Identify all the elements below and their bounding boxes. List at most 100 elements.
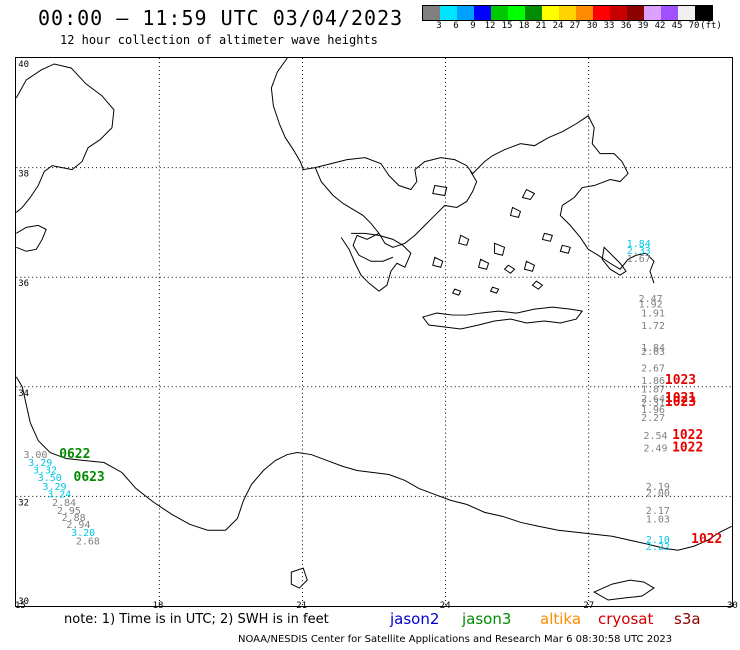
legend-swatch [440,6,457,20]
swh-observation: 2.22 [646,542,670,553]
legend-swatch [644,6,661,20]
swh-observation: 2.94 [66,520,90,531]
pass-time-label: 1023 [665,395,696,410]
longitude-label: 27 [583,601,595,611]
swh-observation: 3.20 [71,528,95,539]
legend-label: 21 [535,21,547,31]
legend-swatch [423,6,440,20]
swh-observation: 3.29 [28,458,52,469]
legend-label: 24 [552,21,564,31]
swh-observation: 1.92 [639,299,663,310]
legend-swatch [542,6,559,20]
cyprus-outline [593,579,655,601]
longitude-label: 21 [296,601,308,611]
swh-observation: 1.84 [627,239,651,250]
legend-label: 15 [501,21,513,31]
crete-coastline [421,306,584,330]
swh-observation: 2.00 [646,488,670,499]
swh-observation: 2.33 [627,246,651,257]
swh-observation: 2.68 [76,537,100,548]
swh-observation: 2.64 [641,394,665,405]
balkans-coastline [270,58,655,284]
pass-time-label: 1021 [665,391,696,406]
legend-swatch [678,6,695,20]
swh-observation: 2.47 [639,294,663,305]
swh-observation: 2.67 [641,363,665,374]
swh-observation: 2.88 [62,513,86,524]
latitude-label: 36 [18,279,29,289]
legend-label: 12 [484,21,496,31]
swh-observation: 2.54 [643,431,667,442]
swh-observation: 1.67 [627,254,651,265]
africa-coastline [16,376,732,551]
swh-observation: 3.24 [47,489,71,500]
longitude-label: 18 [152,601,164,611]
legend-swatch [576,6,593,20]
swh-observation: 2.49 [643,443,667,454]
legend-label: 70 [688,21,700,31]
legend-swatch [610,6,627,20]
swh-observation: 2.03 [641,347,665,358]
peloponnese-coastline [340,232,412,292]
legend-label: 33 [603,21,615,31]
map-title: 00:00 – 11:59 UTC 03/04/2023 [38,6,404,30]
longitude-label: 30 [727,601,738,611]
coastlines [16,58,732,601]
swh-observation: 2.17 [646,506,670,517]
footnote: note: 1) Time is in UTC; 2) SWH is in fe… [64,612,329,627]
satellite-cryosat: cryosat [598,610,654,628]
swh-observation: 1.03 [646,515,670,526]
legend-swatch [508,6,525,20]
legend-label: 9 [470,21,476,31]
latitude-label: 32 [18,498,29,508]
swh-observation: 3.00 [23,450,47,461]
greece-mainland-coastline [314,167,478,262]
legend-swatch [457,6,474,20]
legend-label: 39 [637,21,649,31]
swh-observation: 3.29 [43,482,67,493]
latitude-label: 34 [18,389,29,399]
longitude-label: 24 [439,601,451,611]
legend-swatch [491,6,508,20]
pass-time-label: 1023 [665,373,696,388]
legend-label: 36 [620,21,632,31]
pass-time-label: 1022 [672,428,703,443]
latitude-label: 38 [18,170,29,180]
graticule-grid [16,58,732,606]
swh-observation: 3.50 [38,473,62,484]
legend-label: 42 [654,21,666,31]
swh-observation: 2.31 [641,398,665,409]
latitude-label: 40 [18,60,29,70]
pass-time-label: 0623 [74,470,105,485]
swh-observation: 2.19 [646,482,670,493]
legend-swatch [627,6,644,20]
satellite-s3a: s3a [674,610,701,628]
legend-swatch [525,6,542,20]
legend-swatch [661,6,678,20]
swh-observation: 2.10 [646,535,670,546]
small-island [290,567,308,589]
swh-observation: 1.87 [641,384,665,395]
longitude-label: 15 [15,601,26,611]
credit-line: NOAA/NESDIS Center for Satellite Applica… [238,634,673,645]
swh-observation: 2.95 [57,506,81,517]
pass-time-label: 0622 [59,447,90,462]
legend-swatch [593,6,610,20]
legend-label: 27 [569,21,581,31]
legend-swatch [559,6,576,20]
map-subtitle: 12 hour collection of altimeter wave hei… [60,33,378,47]
rhodes-coastline [601,246,627,276]
latitude-label: 30 [18,597,29,607]
legend-swatch [474,6,491,20]
legend-label: 30 [586,21,598,31]
legend-label: (ft) [700,21,722,31]
swh-observation: 3.32 [33,465,57,476]
axis-tick-labels: 40 38 36 34 32 30 [18,60,29,607]
legend-label: 18 [518,21,530,31]
altimeter-observations: 3.003.293.323.503.293.242.842.952.882.94… [23,239,669,553]
legend-swatch [695,6,712,20]
satellite-jason2: jason2 [390,610,440,628]
italy-coastline [16,63,115,213]
aegean-islands [432,184,571,296]
legend-label: 45 [671,21,683,31]
